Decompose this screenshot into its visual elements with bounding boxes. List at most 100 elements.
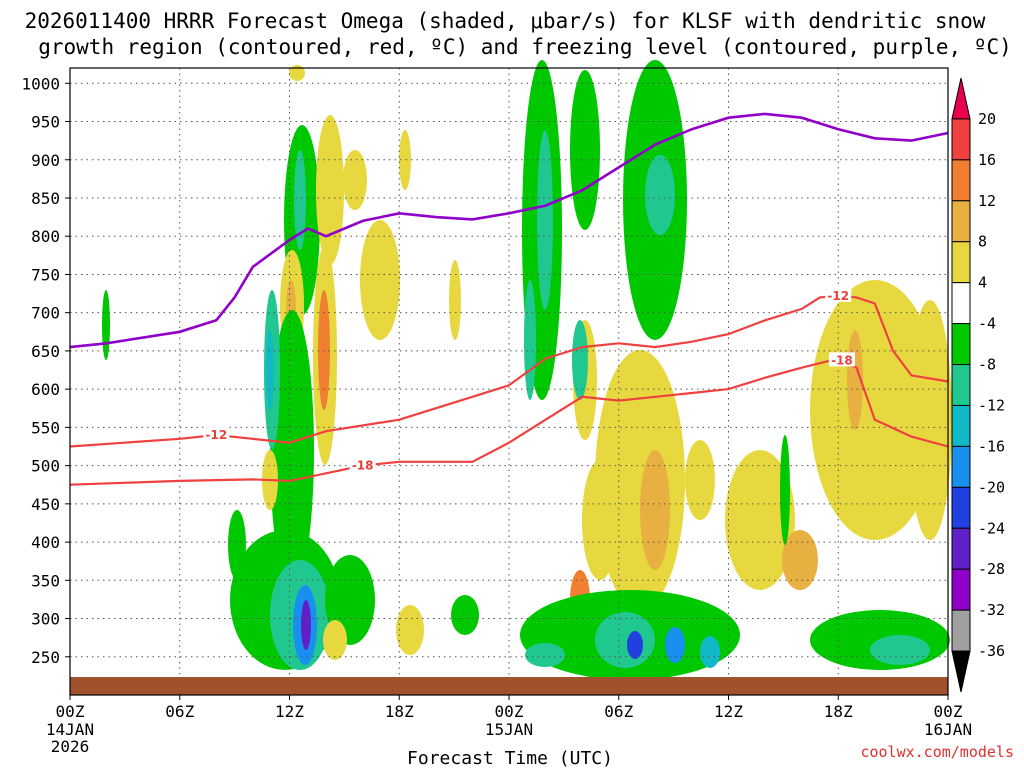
colorbar-segment xyxy=(951,118,971,161)
x-tick-label: 06Z xyxy=(165,702,194,721)
y-tick-label: 750 xyxy=(31,265,60,284)
omega-blob xyxy=(537,130,553,310)
colorbar-segment xyxy=(951,568,971,611)
omega-blob xyxy=(645,155,675,235)
colorbar-label: -24 xyxy=(978,519,1005,537)
colorbar-label: 4 xyxy=(978,274,987,292)
colorbar-label: -16 xyxy=(978,437,1005,455)
colorbar-segment xyxy=(951,364,971,406)
omega-blob xyxy=(360,220,400,340)
colorbar-segment xyxy=(951,282,971,325)
y-tick-label: 950 xyxy=(31,113,60,132)
y-tick-label: 500 xyxy=(31,457,60,476)
colorbar-label: -36 xyxy=(978,642,1005,660)
x-tick-label: 18Z xyxy=(824,702,853,721)
omega-blob xyxy=(270,310,314,590)
omega-blob xyxy=(570,70,600,230)
omega-blob xyxy=(399,130,411,190)
omega-blob xyxy=(582,460,618,580)
omega-blob xyxy=(525,643,565,667)
omega-blob xyxy=(810,280,940,540)
omega-blob xyxy=(318,290,330,410)
contour-label: -18 xyxy=(352,459,374,473)
omega-blob xyxy=(640,450,670,570)
x-date-label: 15JAN xyxy=(485,720,533,739)
colorbar-segment xyxy=(951,200,971,243)
chart-title-line2: growth region (contoured, red, ºC) and f… xyxy=(38,35,1012,59)
omega-blob xyxy=(665,627,685,663)
colorbar-segment xyxy=(951,486,971,529)
omega-blob xyxy=(343,150,367,210)
y-tick-label: 900 xyxy=(31,151,60,170)
colorbar: 20 16 12 8 4 -4 -8 -12 -16 -20 -24 -28 -32 -36 xyxy=(951,77,1005,693)
y-tick-label: 450 xyxy=(31,495,60,514)
contour-label-bg xyxy=(825,287,852,302)
omega-blob xyxy=(449,260,461,340)
omega-blob xyxy=(870,635,930,665)
omega-blob xyxy=(700,636,720,668)
omega-blob xyxy=(627,631,643,659)
x-tick-label: 12Z xyxy=(714,702,743,721)
colorbar-label: -8 xyxy=(978,356,996,374)
colorbar-bottom-arrow xyxy=(951,650,971,693)
freezing-level-line xyxy=(69,112,949,349)
x-tick-label: 18Z xyxy=(385,702,414,721)
credit-text: coolwx.com/models xyxy=(860,743,1014,761)
omega-blob xyxy=(572,320,588,400)
colorbar-label: -32 xyxy=(978,601,1005,619)
chart-title-line1: 2026011400 HRRR Forecast Omega (shaded, … xyxy=(25,9,986,33)
colorbar-segment xyxy=(951,159,971,202)
omega-blob xyxy=(289,65,305,81)
omega-blob xyxy=(685,440,715,520)
colorbar-top-arrow xyxy=(951,77,971,120)
temperature-contours: -18 -18 -12 -12 xyxy=(69,112,949,486)
colorbar-segment xyxy=(951,609,971,652)
y-tick-label: 700 xyxy=(31,304,60,323)
omega-blob xyxy=(782,530,818,590)
y-tick-label: 800 xyxy=(31,227,60,246)
colorbar-label: -28 xyxy=(978,560,1005,578)
y-tick-label: 850 xyxy=(31,189,60,208)
y-tick-label: 1000 xyxy=(21,74,60,93)
colorbar-label: -12 xyxy=(978,396,1005,414)
colorbar-label: -20 xyxy=(978,478,1005,496)
y-tick-label: 350 xyxy=(31,571,60,590)
colorbar-segment xyxy=(951,445,971,488)
colorbar-label: 12 xyxy=(978,192,996,210)
colorbar-segment xyxy=(951,323,971,366)
contour-label: -18 xyxy=(831,353,853,367)
omega-blob xyxy=(102,290,110,360)
omega-blob xyxy=(725,450,795,590)
grid-lines xyxy=(69,68,949,695)
omega-blob xyxy=(595,612,655,668)
y-tick-label: 550 xyxy=(31,418,60,437)
ground-surface xyxy=(70,677,948,695)
isotherm-line xyxy=(69,294,949,448)
x-date-label: 16JAN xyxy=(924,720,972,739)
x-year-label: 2026 xyxy=(51,737,90,756)
y-tick-label: 400 xyxy=(31,533,60,552)
x-tick-label: 00Z xyxy=(495,702,524,721)
colorbar-label: 20 xyxy=(978,110,996,128)
colorbar-segment xyxy=(951,404,971,447)
x-tick-label: 00Z xyxy=(56,702,85,721)
omega-blob xyxy=(266,330,274,410)
colorbar-segment xyxy=(951,241,971,284)
x-tick-label: 12Z xyxy=(275,702,304,721)
contour-label: -12 xyxy=(827,289,849,303)
colorbar-segment xyxy=(951,527,971,570)
omega-blob xyxy=(396,605,424,655)
omega-blob xyxy=(780,435,790,545)
omega-blob xyxy=(524,280,536,400)
y-tick-label: 250 xyxy=(31,648,60,667)
contour-label-bg xyxy=(349,457,376,472)
y-axis-ticks: 250 300 350 400 450 500 550 600 650 700 750 800 850 9… xyxy=(21,74,70,667)
y-tick-label: 600 xyxy=(31,380,60,399)
y-tick-label: 650 xyxy=(31,342,60,361)
colorbar-label: -4 xyxy=(978,315,996,333)
omega-blob xyxy=(294,150,306,250)
omega-blob xyxy=(316,115,344,265)
colorbar-label: 8 xyxy=(978,233,987,251)
